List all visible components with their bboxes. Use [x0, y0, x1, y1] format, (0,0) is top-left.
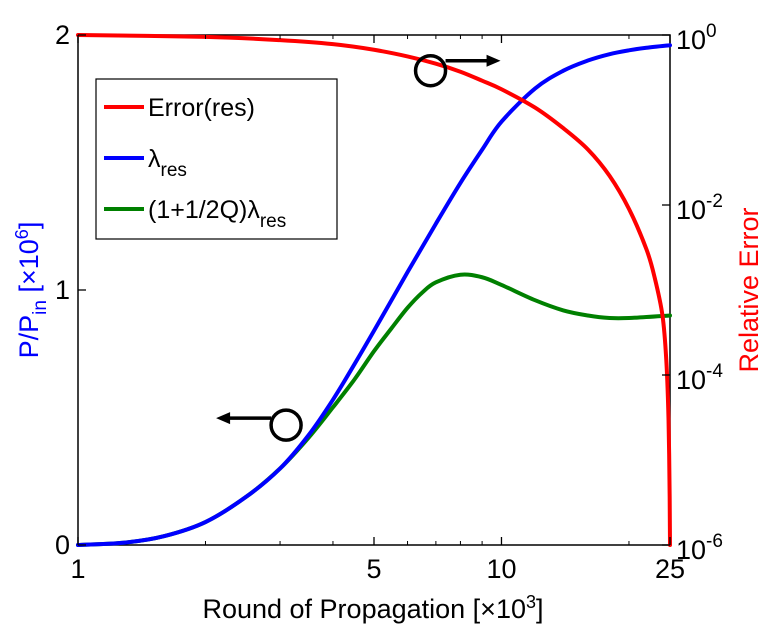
legend-label-2: (1+1/2Q)λres — [148, 196, 286, 232]
x-tick-label: 1 — [70, 554, 85, 584]
x-tick-label: 10 — [486, 554, 516, 584]
x-axis-label: Round of Propagation [×103] — [202, 592, 543, 624]
series-line-2 — [76, 272, 672, 547]
annotation-arrow-head — [486, 54, 501, 67]
y-left-axis-label: P/Pin [×106] — [12, 222, 51, 359]
y-right-axis-label: Relative Error — [734, 207, 764, 372]
series-line-0 — [76, 33, 672, 547]
annotation-layer — [216, 53, 501, 442]
y-left-tick-label: 1 — [55, 275, 70, 305]
legend-label-1: λres — [148, 145, 187, 181]
series-line-1 — [76, 43, 672, 547]
series-layer — [76, 33, 672, 547]
legend: Error(res) λres (1+1/2Q)λres — [95, 78, 338, 240]
y-right-tick-label: 10-4 — [676, 361, 723, 395]
y-right-tick-label: 10-6 — [676, 531, 723, 565]
y-right-tick-label: 100 — [676, 21, 717, 55]
legend-label-0: Error(res) — [148, 94, 255, 122]
y-right-tick-label: 10-2 — [676, 191, 723, 225]
y-left-tick-label: 0 — [55, 530, 70, 560]
x-tick-label: 25 — [655, 554, 685, 584]
annotation-circle — [413, 53, 448, 88]
x-tick-label: 5 — [366, 554, 381, 584]
y-left-tick-label: 2 — [55, 20, 70, 50]
annotation-arrow-head — [216, 412, 231, 425]
legend-entries: Error(res) λres (1+1/2Q)λres — [104, 94, 286, 232]
annotation-circle — [269, 408, 303, 442]
